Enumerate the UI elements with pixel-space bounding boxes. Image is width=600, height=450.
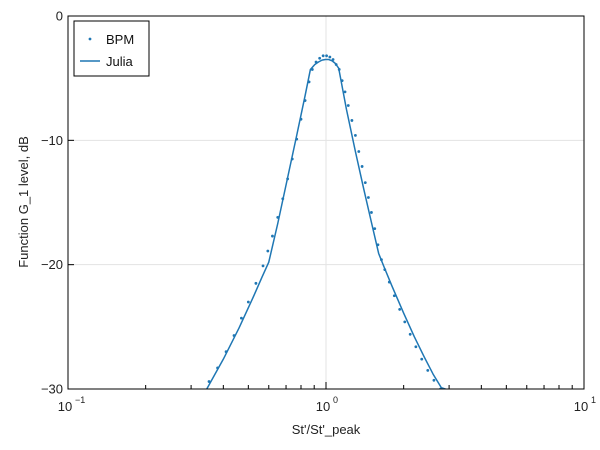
series-bpm-point xyxy=(266,249,270,253)
x-tick-exponent: −1 xyxy=(75,395,85,405)
series-bpm-point xyxy=(254,281,258,285)
y-tick-label: −30 xyxy=(41,382,63,397)
series-bpm-point xyxy=(403,320,407,324)
series-bpm-point xyxy=(360,165,364,168)
y-axis-label: Function G_1 level, dB xyxy=(16,136,31,268)
series-bpm-point xyxy=(350,119,354,122)
series-bpm-point xyxy=(318,56,322,60)
series-bpm-point xyxy=(370,211,373,214)
series-bpm-point xyxy=(346,104,350,107)
series-bpm-point xyxy=(357,150,361,153)
series-bpm-point xyxy=(420,357,424,361)
series-bpm-point xyxy=(373,227,377,231)
series-bpm-point xyxy=(328,55,332,59)
y-tick-label: 0 xyxy=(56,9,63,24)
x-axis-label: St'/St'_peak xyxy=(292,422,361,437)
series-bpm-point xyxy=(408,332,412,336)
x-tick-label: 10 xyxy=(58,399,72,414)
x-tick-label: 10 xyxy=(574,399,588,414)
series-bpm-point xyxy=(271,234,274,238)
series-bpm-point xyxy=(343,90,347,94)
series-bpm-point xyxy=(426,368,430,372)
series-bpm-point xyxy=(246,300,250,304)
minor-ticks xyxy=(145,385,573,389)
series-bpm-point xyxy=(363,181,367,185)
legend-julia-label: Julia xyxy=(106,54,134,69)
series-layer xyxy=(206,54,448,389)
series-bpm-point xyxy=(414,345,418,349)
legend: BPM Julia xyxy=(73,20,150,77)
y-tick-label: −10 xyxy=(41,133,63,148)
series-bpm-point xyxy=(261,264,265,268)
series-bpm-point xyxy=(325,54,328,58)
legend-bpm-marker xyxy=(88,37,92,41)
series-bpm-point xyxy=(432,378,436,382)
x-tick-label: 10 xyxy=(316,399,330,414)
y-tick-label: −20 xyxy=(41,257,63,272)
x-tick-exponent: 0 xyxy=(333,395,338,405)
series-bpm-point xyxy=(398,308,402,311)
series-bpm-point xyxy=(240,316,243,320)
series-bpm-point xyxy=(367,196,370,199)
series-bpm-point xyxy=(392,294,396,298)
series-bpm-point xyxy=(321,54,325,58)
legend-bpm-label: BPM xyxy=(106,32,134,47)
series-julia-line xyxy=(206,58,448,389)
series-bpm-point xyxy=(354,133,357,137)
legend-box xyxy=(73,20,150,77)
x-tick-exponent: 1 xyxy=(591,395,596,405)
